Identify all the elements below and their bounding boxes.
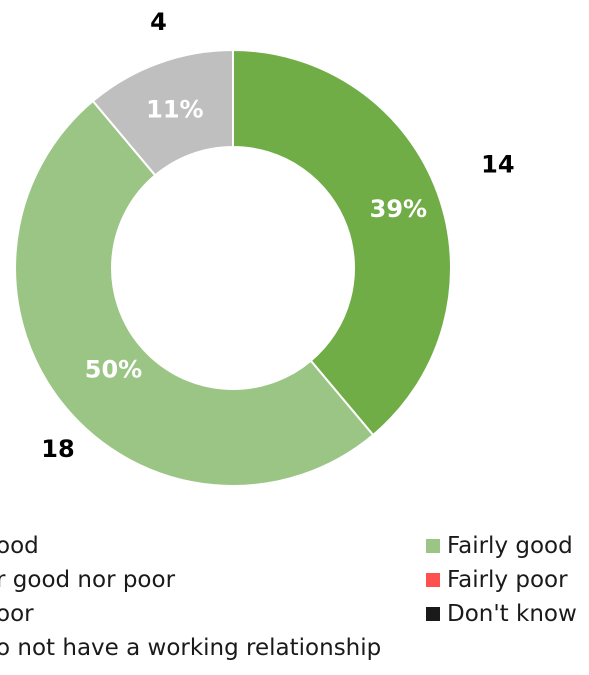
- legend-label-fairly-poor: Fairly poor: [447, 567, 568, 593]
- slice-very-good: [232, 48, 452, 437]
- legend-swatch-dont-know: [426, 607, 440, 621]
- legend-label-fairly-good: Fairly good: [447, 533, 573, 559]
- legend-label-very-poor: oor: [0, 601, 34, 627]
- legend-swatch-fairly-good: [426, 539, 440, 553]
- legend-item-fairly-poor: Fairly poor: [426, 566, 568, 594]
- legend-label-neither: r good nor poor: [0, 567, 176, 593]
- legend-item-fairly-good: Fairly good: [426, 532, 573, 560]
- count-label-very-good: 14: [481, 150, 514, 178]
- legend-item-very-poor: oor: [0, 600, 34, 628]
- legend-label-dont-know: Don't know: [447, 601, 577, 627]
- legend-item-dont-know: Don't know: [426, 600, 577, 628]
- legend-item-no-relationship: o not have a working relationship: [0, 634, 381, 662]
- legend-item-neither: r good nor poor: [0, 566, 175, 594]
- legend-label-no-relationship: o not have a working relationship: [0, 635, 382, 661]
- percent-label-neither-good-nor-poor: 11%: [146, 95, 203, 123]
- legend-item-very-good: ood: [0, 532, 39, 560]
- slice-fairly-good: [14, 99, 375, 487]
- count-label-fairly-good: 18: [41, 435, 74, 463]
- percent-label-very-good: 39%: [370, 195, 427, 223]
- legend-swatch-fairly-poor: [426, 573, 440, 587]
- percent-label-fairly-good: 50%: [85, 355, 142, 383]
- count-label-neither-good-nor-poor: 4: [150, 8, 167, 36]
- slice-neither-good-nor-poor: [91, 48, 234, 177]
- legend-label-very-good: ood: [0, 533, 39, 559]
- donut-chart: 39% 14 50% 18 11% 4: [14, 8, 515, 487]
